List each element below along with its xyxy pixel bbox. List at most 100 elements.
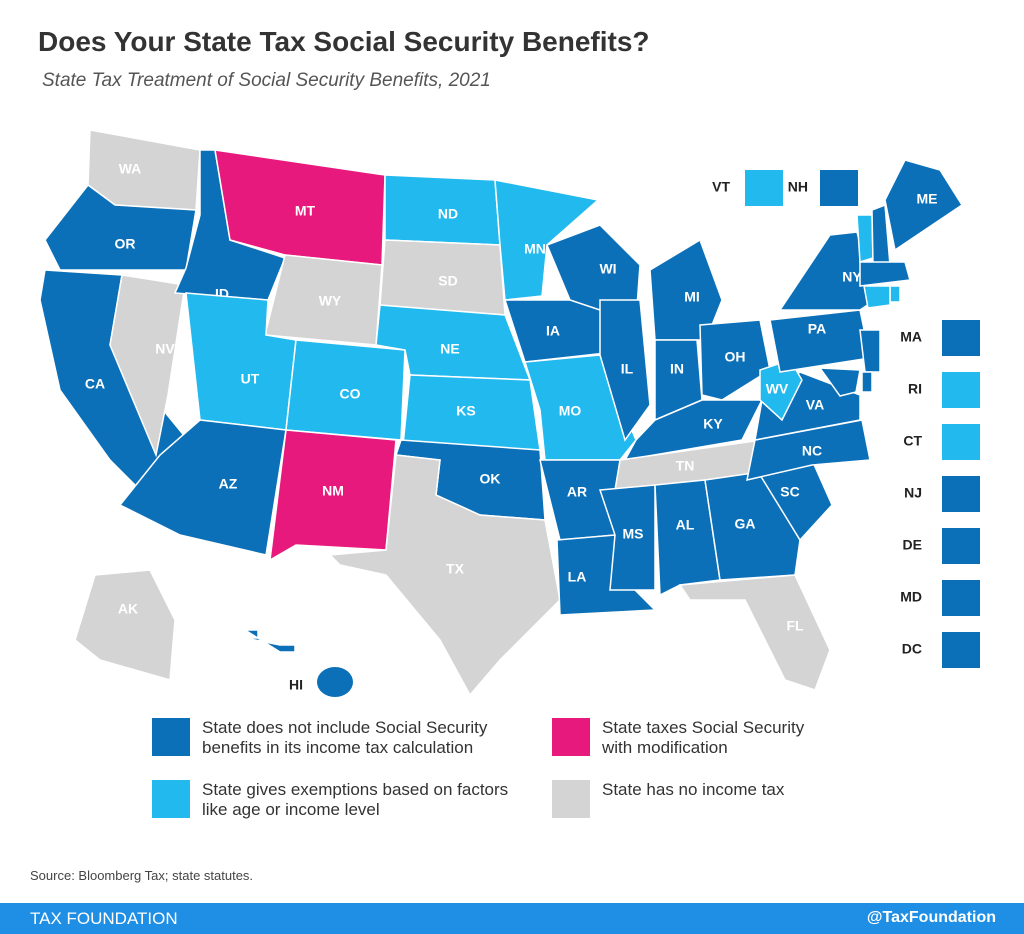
state-label: NJ bbox=[904, 485, 922, 501]
state-shape bbox=[678, 574, 831, 691]
state-shape bbox=[599, 299, 651, 442]
state-shape bbox=[769, 309, 871, 373]
state-label: DC bbox=[902, 641, 922, 657]
state-box bbox=[942, 320, 980, 356]
state-shape bbox=[649, 238, 723, 341]
state-label: OR bbox=[115, 236, 136, 252]
legend-label: State gives exemptions based on factors … bbox=[202, 780, 509, 819]
state-label: NM bbox=[322, 483, 344, 499]
state-label: VT bbox=[712, 179, 730, 195]
state-shape bbox=[859, 329, 881, 373]
state-label: NV bbox=[155, 341, 175, 357]
state-label: IL bbox=[621, 361, 634, 377]
state-label: UT bbox=[241, 371, 260, 387]
state-box bbox=[942, 424, 980, 460]
subtitle: State Tax Treatment of Social Security B… bbox=[42, 70, 491, 91]
state-box bbox=[745, 170, 783, 206]
state-label: OK bbox=[480, 471, 501, 487]
legend-item: State gives exemptions based on factors … bbox=[152, 780, 532, 820]
state-shape bbox=[242, 629, 296, 653]
state-box bbox=[942, 372, 980, 408]
state-shape bbox=[889, 285, 901, 303]
state-box bbox=[942, 632, 980, 668]
state-shape bbox=[861, 371, 873, 393]
state-shape bbox=[317, 667, 353, 697]
state-shape bbox=[856, 214, 874, 263]
footer: TAX FOUNDATION @TaxFoundation bbox=[0, 903, 1024, 934]
state-box bbox=[942, 528, 980, 564]
state-label: WA bbox=[119, 161, 142, 177]
state-box bbox=[820, 170, 858, 206]
state-shape bbox=[74, 569, 176, 681]
state-shape bbox=[109, 274, 186, 458]
state-shape bbox=[818, 367, 861, 397]
state-shape bbox=[863, 285, 891, 309]
state-shape bbox=[494, 179, 600, 301]
state-label: MT bbox=[295, 203, 316, 219]
state-shape bbox=[699, 319, 771, 401]
state-label: ND bbox=[438, 206, 458, 222]
state-label: OH bbox=[725, 349, 746, 365]
legend-swatch bbox=[552, 780, 590, 818]
state-label: CO bbox=[340, 386, 361, 402]
state-label: MD bbox=[900, 589, 922, 605]
state-label: WY bbox=[319, 293, 342, 309]
legend-swatch bbox=[152, 718, 190, 756]
state-label: MO bbox=[559, 403, 582, 419]
state-label: IA bbox=[546, 323, 560, 339]
state-label: CA bbox=[85, 376, 105, 392]
state-label: KY bbox=[703, 416, 723, 432]
state-label: AR bbox=[567, 484, 587, 500]
legend-label: State does not include Social Security b… bbox=[202, 718, 488, 757]
state-label: SD bbox=[438, 273, 457, 289]
state-label: MI bbox=[684, 289, 700, 305]
state-label: RI bbox=[908, 381, 922, 397]
state-label: WV bbox=[766, 381, 789, 397]
state-label: DE bbox=[903, 537, 922, 553]
state-label: GA bbox=[735, 516, 756, 532]
legend-swatch bbox=[552, 718, 590, 756]
state-label: KS bbox=[456, 403, 475, 419]
state-label: PA bbox=[808, 321, 826, 337]
state-label: CT bbox=[903, 433, 922, 449]
state-shape bbox=[859, 261, 911, 287]
brand: TAX FOUNDATION bbox=[30, 909, 178, 928]
state-label: VA bbox=[806, 397, 824, 413]
state-shape bbox=[598, 484, 656, 591]
state-box bbox=[942, 476, 980, 512]
state-shape bbox=[328, 454, 561, 697]
state-label: LA bbox=[568, 569, 587, 585]
state-shape bbox=[269, 429, 397, 562]
legend-label: State has no income tax bbox=[602, 780, 785, 799]
state-shape bbox=[654, 479, 721, 597]
legend-item: State does not include Social Security b… bbox=[152, 718, 532, 758]
state-shape bbox=[884, 159, 964, 252]
state-label: NH bbox=[788, 179, 808, 195]
state-label: HI bbox=[289, 677, 303, 693]
state-label: NE bbox=[440, 341, 459, 357]
state-shape bbox=[556, 534, 657, 616]
state-label: WI bbox=[599, 261, 616, 277]
legend-label: State taxes Social Security with modific… bbox=[602, 718, 805, 757]
state-label: AL bbox=[676, 517, 695, 533]
legend-swatch bbox=[152, 780, 190, 818]
state-label: TX bbox=[446, 561, 465, 577]
state-label: IN bbox=[670, 361, 684, 377]
source: Source: Bloomberg Tax; state statutes. bbox=[30, 868, 254, 883]
legend-item: State taxes Social Security with modific… bbox=[552, 718, 832, 758]
state-label: NC bbox=[802, 443, 822, 459]
state-label: AZ bbox=[219, 476, 238, 492]
state-label: MS bbox=[623, 526, 644, 542]
state-label: ME bbox=[917, 191, 938, 207]
state-label: NY bbox=[842, 269, 862, 285]
state-label: SC bbox=[780, 484, 799, 500]
state-label: MN bbox=[524, 241, 546, 257]
legend-item: State has no income tax bbox=[552, 780, 832, 818]
state-box bbox=[942, 580, 980, 616]
state-label: FL bbox=[786, 618, 804, 634]
state-label: MA bbox=[900, 329, 922, 345]
state-label: AK bbox=[118, 601, 138, 617]
handle: @TaxFoundation bbox=[866, 909, 996, 926]
title: Does Your State Tax Social Security Bene… bbox=[38, 26, 650, 57]
